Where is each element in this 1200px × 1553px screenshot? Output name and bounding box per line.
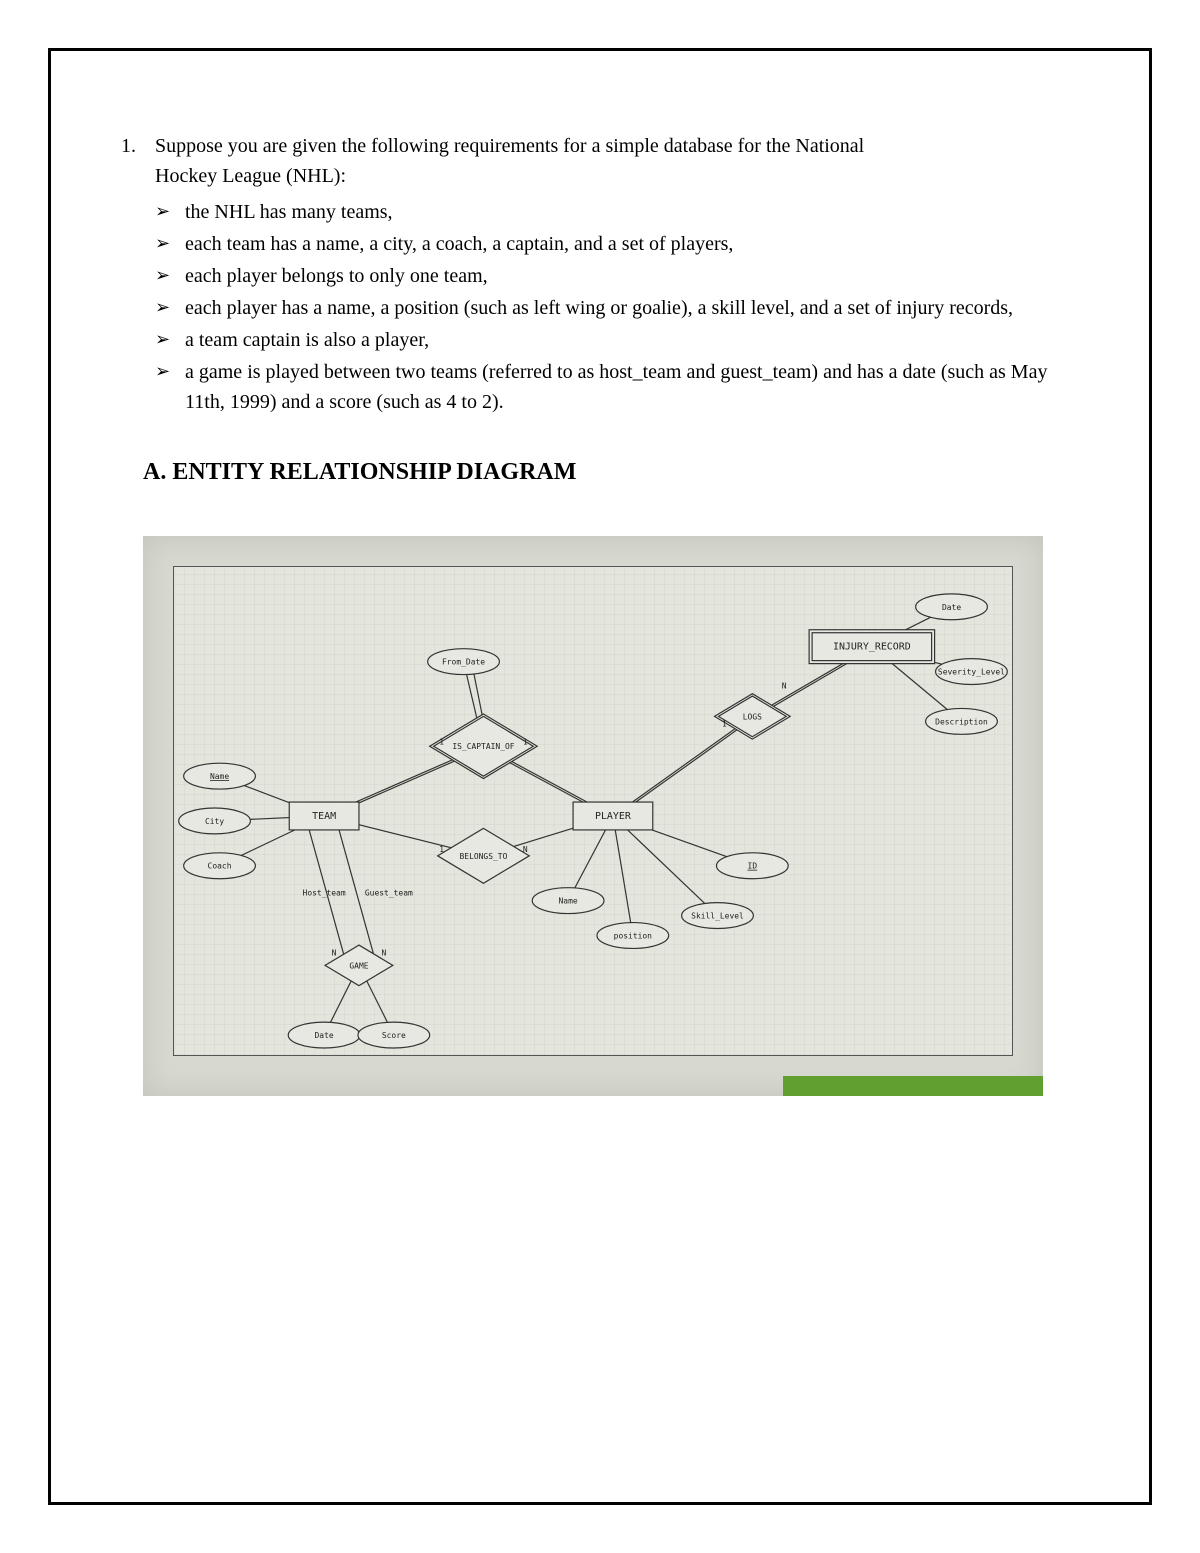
- svg-text:TEAM: TEAM: [312, 811, 336, 822]
- er-diagram-svg: TEAM PLAYER INJURY_RECORD IS_CAPTAIN_OF BELO…: [174, 567, 1012, 1055]
- svg-text:Date: Date: [315, 1031, 334, 1040]
- svg-text:City: City: [205, 817, 224, 826]
- bullet-text: the NHL has many teams,: [185, 197, 1079, 227]
- svg-text:PLAYER: PLAYER: [595, 811, 631, 822]
- svg-text:Name: Name: [210, 772, 229, 781]
- svg-text:Score: Score: [382, 1031, 406, 1040]
- question-line1: Suppose you are given the following requ…: [155, 135, 864, 157]
- bullet-list: ➢the NHL has many teams,➢each team has a…: [155, 197, 1079, 417]
- bullet-item: ➢each player has a name, a position (suc…: [155, 293, 1079, 323]
- svg-text:1: 1: [722, 719, 727, 728]
- bullet-text: a game is played between two teams (refe…: [185, 357, 1079, 417]
- bullet-arrow-icon: ➢: [155, 197, 185, 226]
- bullet-arrow-icon: ➢: [155, 229, 185, 258]
- svg-text:From_Date: From_Date: [442, 658, 485, 667]
- svg-text:Host_team: Host_team: [303, 889, 346, 898]
- question-block: 1. Suppose you are given the following r…: [121, 131, 1079, 419]
- svg-text:Severity_Level: Severity_Level: [938, 668, 1005, 677]
- bullet-item: ➢each player belongs to only one team,: [155, 261, 1079, 291]
- svg-text:BELONGS_TO: BELONGS_TO: [460, 852, 508, 861]
- bullet-arrow-icon: ➢: [155, 325, 185, 354]
- bullet-text: a team captain is also a player,: [185, 325, 1079, 355]
- svg-text:N: N: [782, 682, 787, 691]
- bullet-arrow-icon: ➢: [155, 293, 185, 322]
- question-body: Suppose you are given the following requ…: [155, 131, 1079, 419]
- section-heading: A. ENTITY RELATIONSHIP DIAGRAM: [143, 459, 1079, 486]
- svg-text:Name: Name: [559, 897, 578, 906]
- bullet-item: ➢a team captain is also a player,: [155, 325, 1079, 355]
- svg-text:LOGS: LOGS: [743, 712, 762, 721]
- svg-text:INJURY_RECORD: INJURY_RECORD: [833, 642, 911, 653]
- bullet-item: ➢the NHL has many teams,: [155, 197, 1079, 227]
- question-number: 1.: [121, 131, 155, 419]
- svg-text:1: 1: [523, 737, 528, 746]
- bullet-text: each player belongs to only one team,: [185, 261, 1079, 291]
- bullet-item: ➢each team has a name, a city, a coach, …: [155, 229, 1079, 259]
- svg-text:IS_CAPTAIN_OF: IS_CAPTAIN_OF: [452, 742, 514, 751]
- er-diagram-photo: TEAM PLAYER INJURY_RECORD IS_CAPTAIN_OF BELO…: [143, 536, 1043, 1096]
- svg-text:Guest_team: Guest_team: [365, 889, 413, 898]
- bullet-arrow-icon: ➢: [155, 357, 185, 386]
- svg-text:1: 1: [439, 845, 444, 854]
- accent-bar: [783, 1076, 1043, 1096]
- bullet-arrow-icon: ➢: [155, 261, 185, 290]
- svg-text:position: position: [614, 931, 653, 940]
- bullet-text: each player has a name, a position (such…: [185, 293, 1079, 323]
- svg-text:Date: Date: [942, 603, 961, 612]
- question-line2: Hockey League (NHL):: [155, 165, 346, 187]
- svg-text:1: 1: [439, 737, 444, 746]
- svg-text:Description: Description: [935, 717, 988, 726]
- bullet-item: ➢a game is played between two teams (ref…: [155, 357, 1079, 417]
- svg-text:N: N: [332, 948, 337, 957]
- svg-text:ID: ID: [748, 862, 758, 871]
- svg-text:Coach: Coach: [208, 862, 232, 871]
- svg-text:Skill_Level: Skill_Level: [691, 912, 744, 921]
- svg-text:GAME: GAME: [349, 961, 368, 970]
- bullet-text: each team has a name, a city, a coach, a…: [185, 229, 1079, 259]
- svg-text:N: N: [523, 845, 528, 854]
- svg-text:N: N: [381, 948, 386, 957]
